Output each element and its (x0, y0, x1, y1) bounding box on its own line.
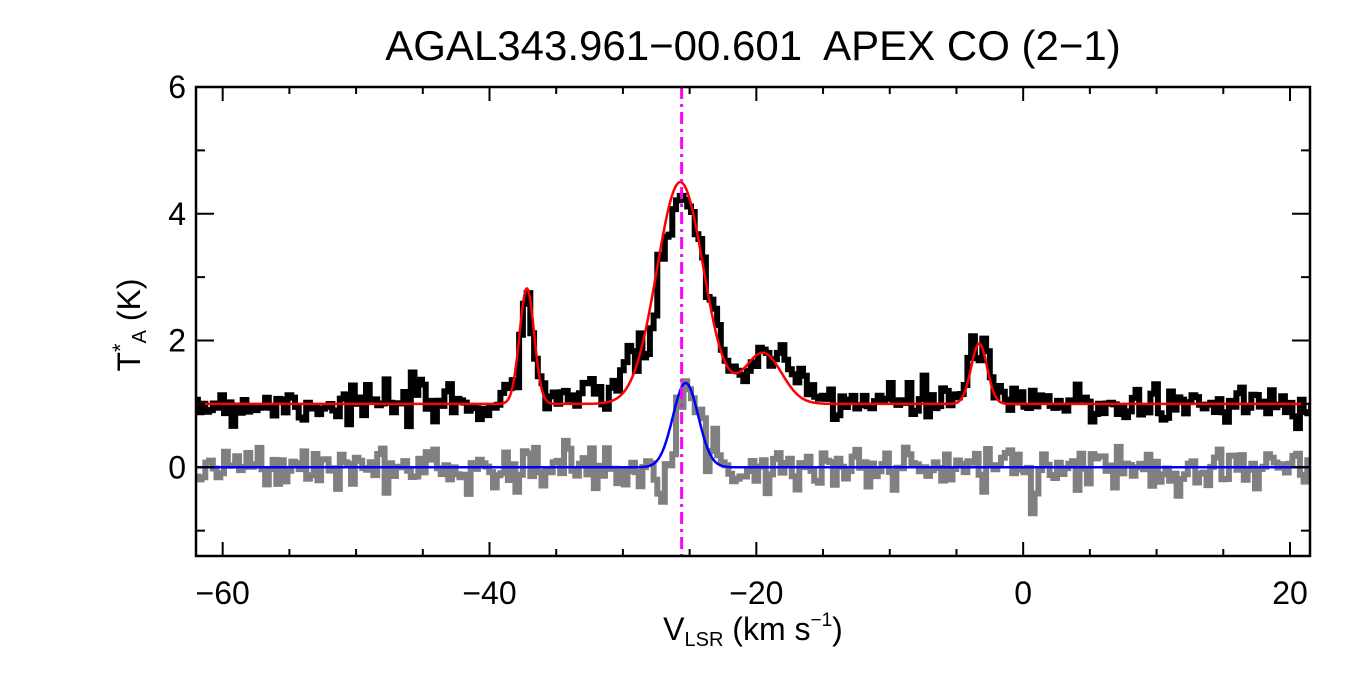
plot-clip-group (196, 87, 1310, 556)
x-axis-label-unit: (km s (723, 611, 811, 647)
x-axis-label-sup: −1 (810, 610, 833, 631)
y-axis-label-main: T (111, 351, 147, 372)
x-tick-label: −20 (729, 575, 783, 611)
spectrum-histogram-0 (196, 192, 1310, 432)
plot-frame (194, 85, 1312, 558)
y-axis-label-sup: * (108, 343, 133, 352)
x-tick-label: −60 (196, 575, 250, 611)
axes: −60 −40 −20 0 20 0 2 4 6 (168, 69, 1312, 611)
x-axis-label: VLSR (km s−1) (195, 610, 1311, 652)
y-tick-label: 2 (168, 323, 186, 359)
spectrum-histogram-2 (196, 378, 1310, 517)
fit-curve-1 (196, 180, 1310, 406)
x-axis-label-sub: LSR (684, 629, 724, 651)
x-axis-label-main: V (663, 611, 685, 647)
x-tick-label: 0 (1014, 575, 1032, 611)
plot-area (196, 87, 1310, 556)
y-tick-label: 0 (168, 449, 186, 485)
y-tick-label: 4 (168, 196, 186, 232)
x-tick-label: −40 (462, 575, 516, 611)
fit-curve-3 (196, 381, 1310, 469)
y-axis-label: T*A (K) (108, 279, 152, 372)
x-axis-label-close: ) (832, 611, 843, 647)
y-axis-label-unit: (K) (111, 278, 147, 331)
x-tick-label: 20 (1272, 575, 1308, 611)
y-tick-label: 6 (168, 69, 186, 105)
chart-title: AGAL343.961−00.601 APEX CO (2−1) (385, 22, 1121, 69)
y-axis-label-sub: A (129, 330, 151, 344)
